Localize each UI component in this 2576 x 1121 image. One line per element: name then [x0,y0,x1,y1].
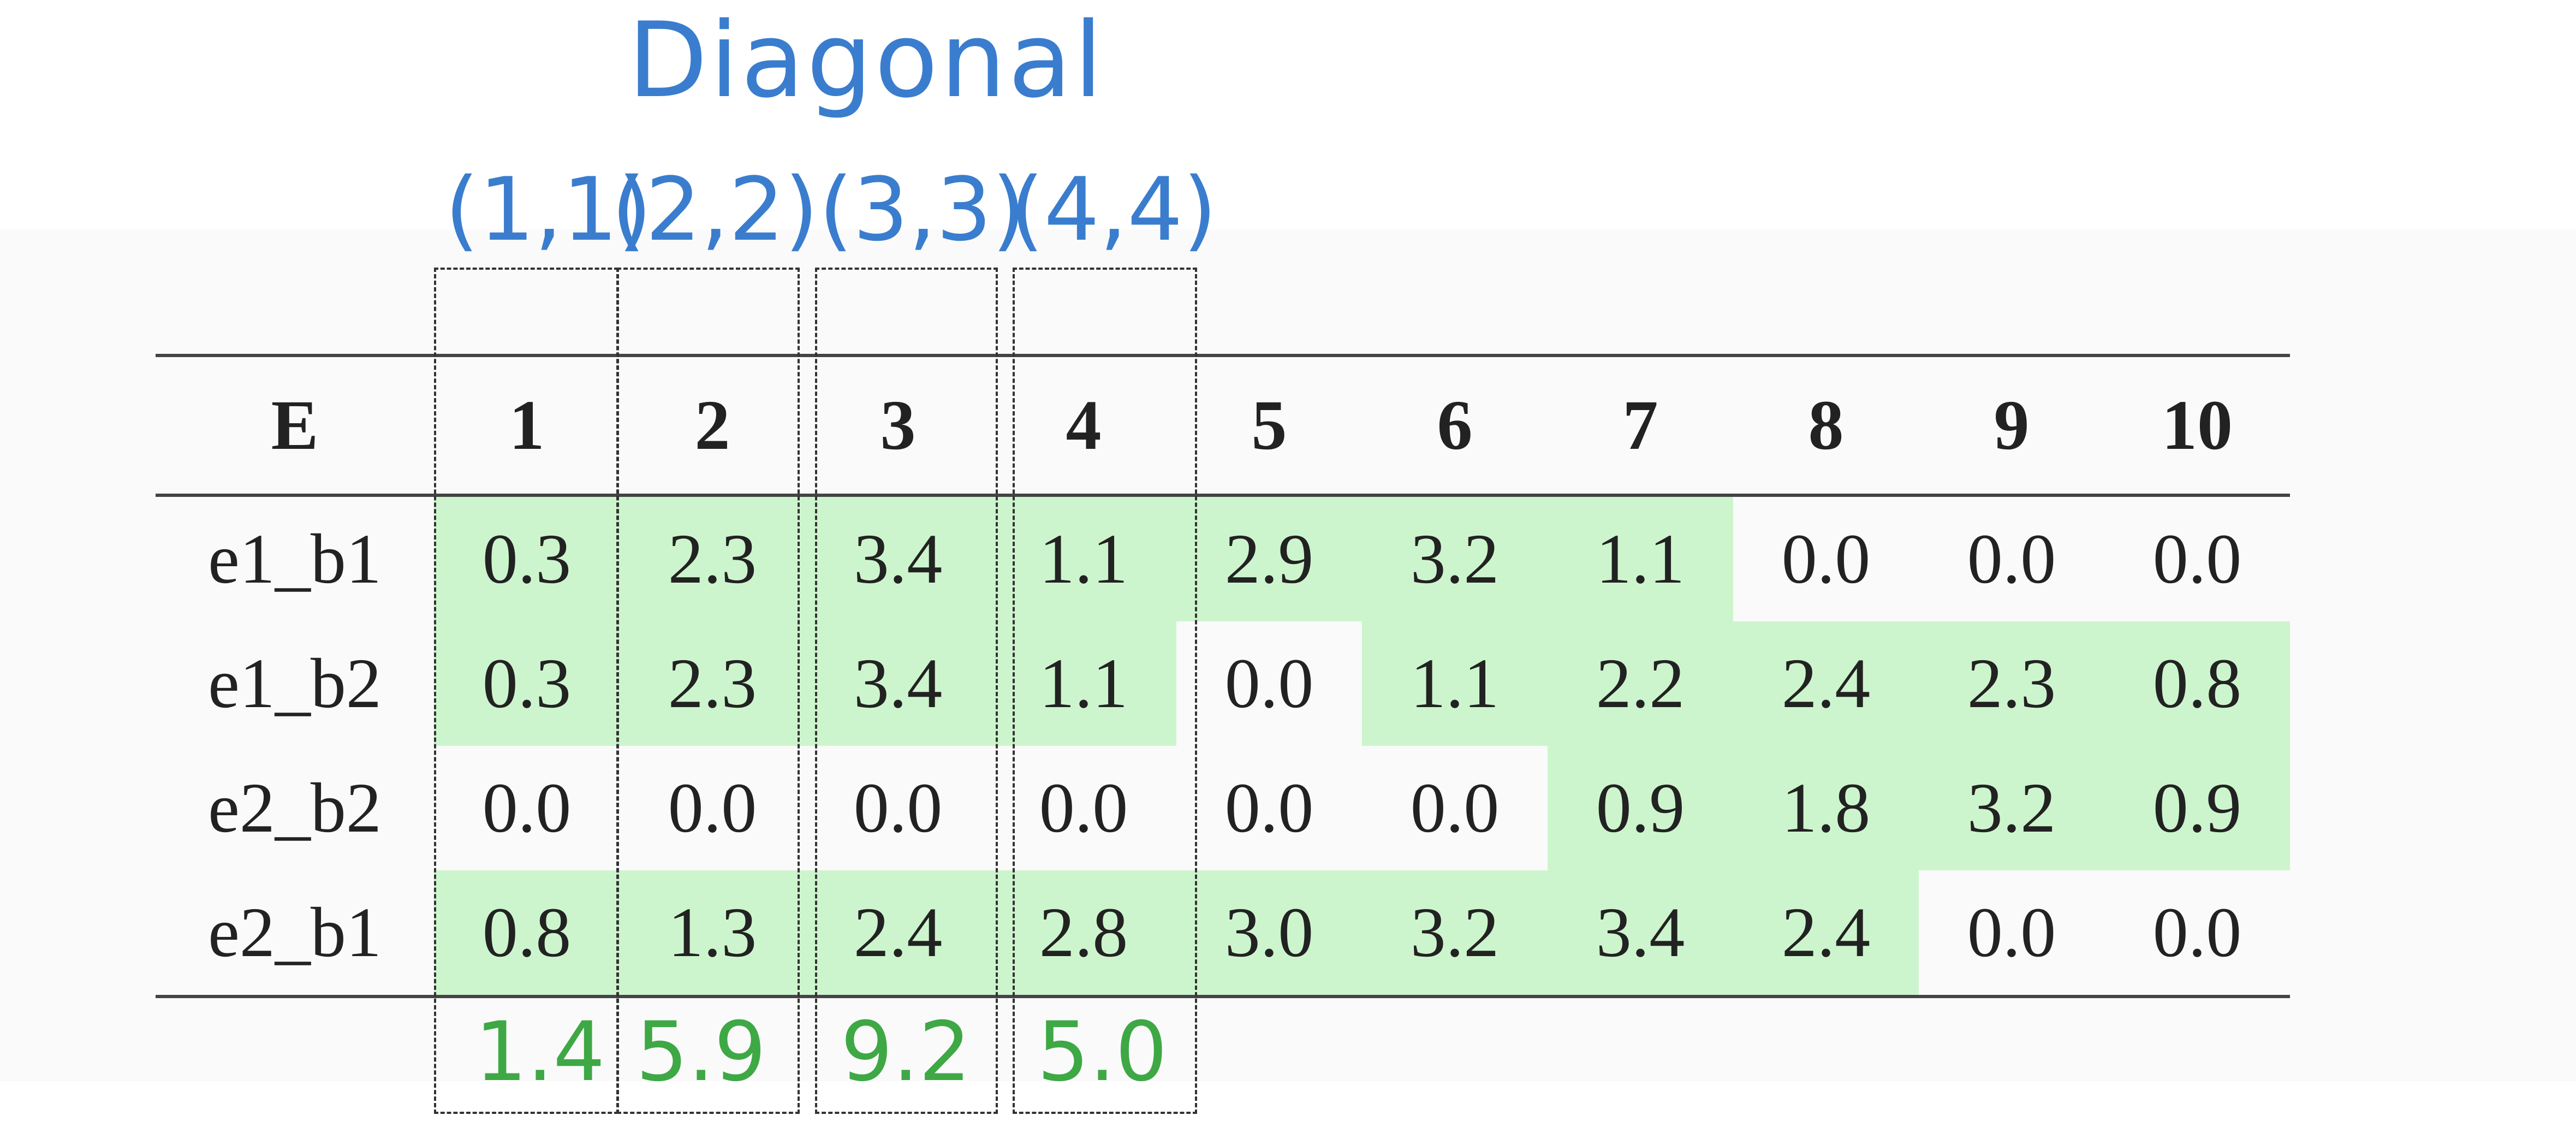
cell-e1-b1-col-2: 2.3 [620,495,805,621]
coordinate-label-3: (3,3) [819,158,1026,260]
table-row-e2-b1: e2_b1 0.8 1.3 2.4 2.8 3.0 3.2 3.4 2.4 0.0 0.0 [156,870,2290,997]
cell-e2-b2-col-9: 3.2 [1919,746,2104,870]
cell-e2-b2-col-3: 0.0 [853,769,943,847]
header-cell-8: 8 [1808,386,1844,465]
cell-e1-b1-col-10: 0.0 [2152,520,2242,598]
cell-e1-b2-col-2: 2.3 [620,621,805,746]
diagonal-sum-4: 5.0 [1037,1005,1168,1100]
header-cell-10: 10 [2162,386,2233,465]
table-row-e1-b1: e1_b1 0.3 2.3 3.4 1.1 2.9 3.2 1.1 0.0 0.0 0.0 [156,495,2290,621]
cell-e2-b2-col-6: 0.0 [1410,769,1500,847]
cell-e1-b1-col-5: 2.9 [1176,495,1362,621]
row-label: e1_b2 [208,644,382,723]
header-cell-4: 4 [1066,386,1102,465]
coordinate-label-2: (2,2) [611,158,819,260]
cell-e1-b1-col-8: 0.0 [1781,520,1871,598]
header-cell-e: E [271,386,319,465]
cell-e2-b1-col-1: 0.8 [434,870,620,997]
header-row: E 1 2 3 4 5 6 7 8 9 10 [156,355,2290,495]
cell-e1-b1-col-1: 0.3 [434,495,620,621]
row-label: e1_b1 [208,520,382,598]
header-cell-5: 5 [1251,386,1287,465]
cell-e2-b1-col-8: 2.4 [1733,870,1919,997]
coordinate-label-4: (4,4) [1010,158,1217,260]
diagonal-box-4 [1013,268,1197,1114]
cell-e2-b1-col-3: 2.4 [805,870,991,997]
cell-e2-b1-col-7: 3.4 [1548,870,1733,997]
diagonal-sum-2: 5.9 [636,1005,766,1100]
cell-e2-b1-col-6: 3.2 [1362,870,1548,997]
cell-e1-b1-col-6: 3.2 [1362,495,1548,621]
diagonal-sum-1: 1.4 [475,1005,605,1100]
header-cell-3: 3 [880,386,916,465]
cell-e1-b2-col-1: 0.3 [434,621,620,746]
cell-e2-b2-col-5: 0.0 [1224,769,1314,847]
cell-e1-b2-col-7: 2.2 [1548,621,1733,746]
diagonal-title: Diagonal [628,0,1105,121]
diagonal-box-3 [815,268,998,1114]
expert-matrix-table: E 1 2 3 4 5 6 7 8 9 10 e1_b1 0.3 2.3 3.4 1.1… [156,354,2290,998]
header-cell-2: 2 [694,386,730,465]
cell-e2-b2-col-7: 0.9 [1548,746,1733,870]
cell-e1-b2-col-6: 1.1 [1362,621,1548,746]
diagonal-box-2 [617,268,800,1114]
cell-e2-b1-col-10: 0.0 [2152,893,2242,972]
cell-e2-b1-col-5: 3.0 [1176,870,1362,997]
cell-e2-b2-col-10: 0.9 [2104,746,2290,870]
table-row-e2-b2: e2_b2 0.0 0.0 0.0 0.0 0.0 0.0 0.9 1.8 3.2 0.9 [156,746,2290,870]
diagonal-sum-3: 9.2 [841,1005,971,1100]
cell-e2-b1-col-9: 0.0 [1967,893,2056,972]
cell-e1-b2-col-10: 0.8 [2104,621,2290,746]
header-cell-7: 7 [1622,386,1658,465]
cell-e1-b2-col-5: 0.0 [1224,644,1314,723]
cell-e2-b1-col-2: 1.3 [620,870,805,997]
row-label: e2_b1 [208,893,382,972]
cell-e2-b2-col-2: 0.0 [668,769,757,847]
cell-e2-b2-col-1: 0.0 [482,769,572,847]
header-cell-6: 6 [1437,386,1473,465]
coordinate-label-1: (1,1) [445,158,652,260]
diagonal-box-1 [434,268,618,1114]
cell-e1-b2-col-9: 2.3 [1919,621,2104,746]
header-cell-1: 1 [509,386,545,465]
cell-e1-b1-col-7: 1.1 [1548,495,1733,621]
row-label: e2_b2 [208,769,382,847]
cell-e1-b1-col-3: 3.4 [805,495,991,621]
cell-e1-b2-col-4: 1.1 [991,621,1176,746]
header-cell-9: 9 [1994,386,2030,465]
cell-e1-b2-col-3: 3.4 [805,621,991,746]
table-body: e1_b1 0.3 2.3 3.4 1.1 2.9 3.2 1.1 0.0 0.0 0.0 e1_b2… [156,495,2290,997]
cell-e2-b1-col-4: 2.8 [991,870,1176,997]
cell-e2-b2-col-4: 0.0 [1039,769,1128,847]
cell-e1-b1-col-9: 0.0 [1967,520,2056,598]
table-row-e1-b2: e1_b2 0.3 2.3 3.4 1.1 0.0 1.1 2.2 2.4 2.3 0.8 [156,621,2290,746]
cell-e1-b2-col-8: 2.4 [1733,621,1919,746]
cell-e1-b1-col-4: 1.1 [991,495,1176,621]
cell-e2-b2-col-8: 1.8 [1733,746,1919,870]
